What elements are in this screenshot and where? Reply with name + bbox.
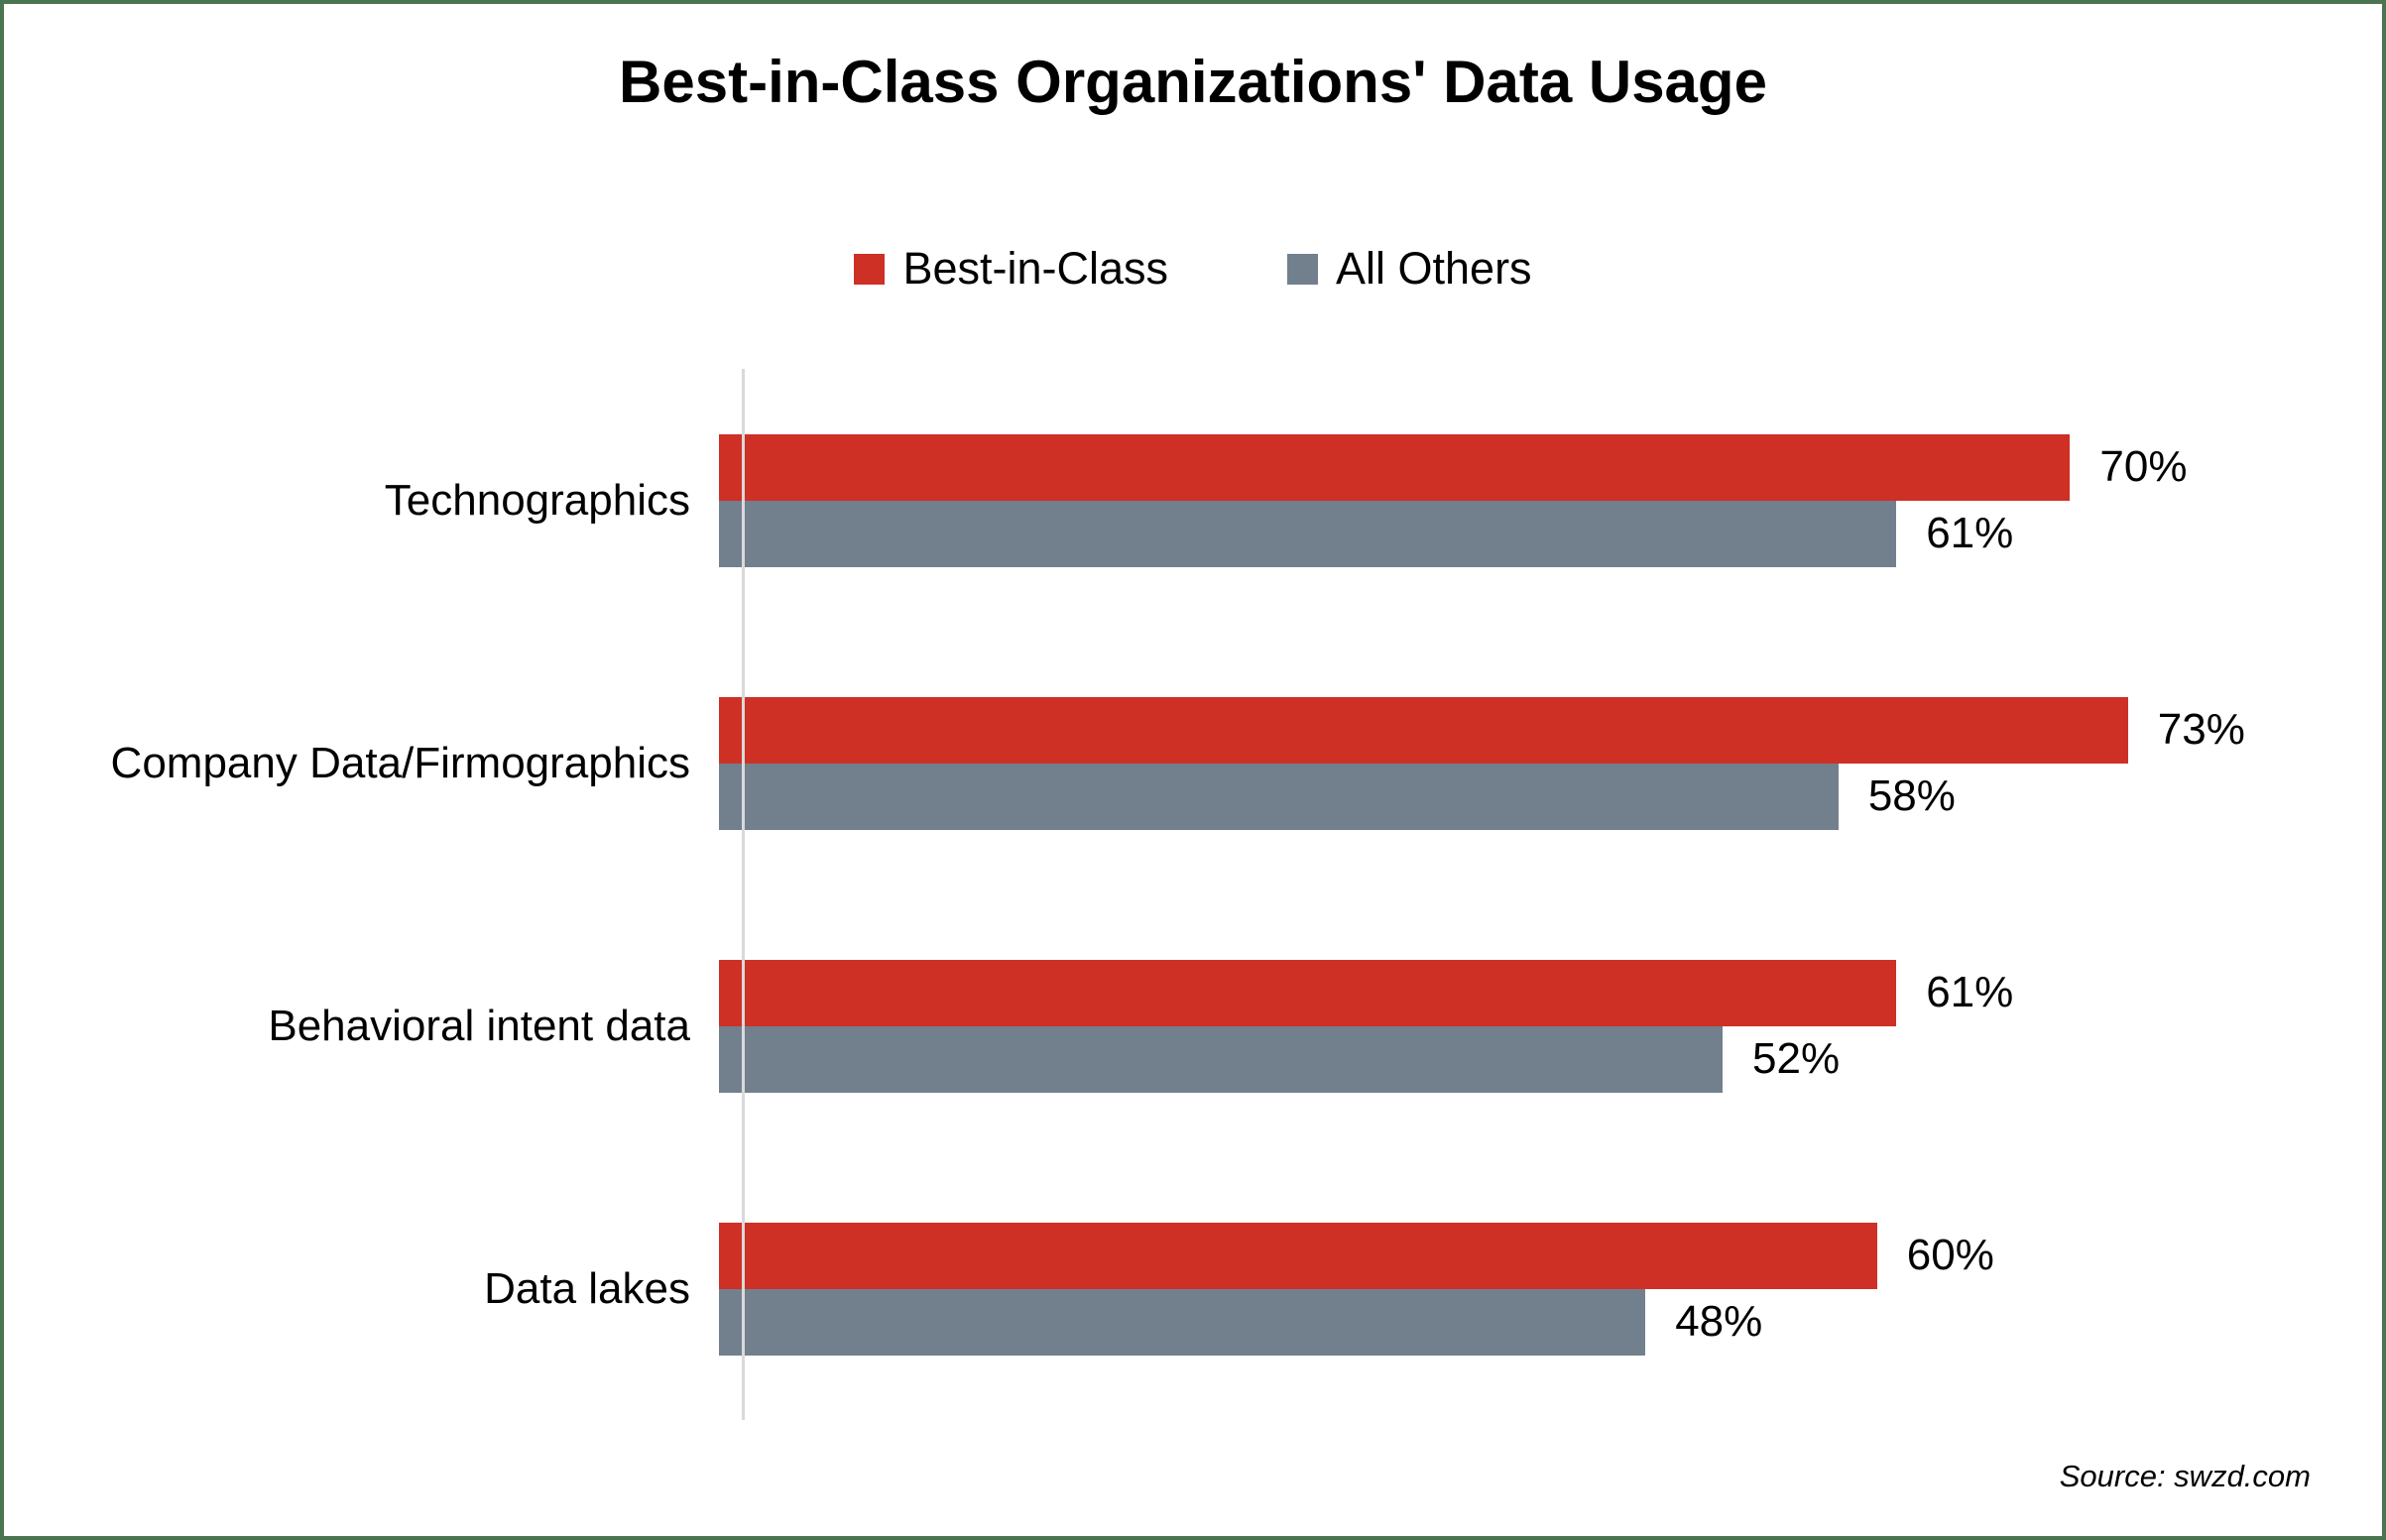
value-label: 52%	[1752, 1034, 1841, 1083]
bar-line: 61%	[719, 959, 2263, 1026]
bar-all-others	[719, 1025, 1724, 1093]
bar-line: 73%	[719, 696, 2263, 764]
legend-swatch-icon	[854, 253, 886, 285]
category-label: Technographics	[384, 475, 690, 525]
value-label: 60%	[1906, 1231, 1994, 1279]
category-label: Data lakes	[484, 1263, 690, 1313]
bar-all-others	[719, 763, 1839, 830]
value-label: 73%	[2157, 705, 2245, 754]
bar-line: 60%	[719, 1222, 2263, 1289]
bars-column: 70% 61%	[716, 369, 2263, 632]
bar-best-in-class	[719, 1222, 1877, 1289]
legend: Best-in-Class All Others	[4, 243, 2382, 295]
bar-line: 52%	[719, 1025, 2263, 1093]
bar-line: 70%	[719, 433, 2263, 501]
legend-item: Best-in-Class	[854, 243, 1168, 295]
bar-group: Technographics 70% 61%	[4, 369, 2382, 632]
value-label: 61%	[1926, 968, 2014, 1016]
bar-all-others	[719, 1288, 1646, 1356]
bars-column: 73% 58%	[716, 632, 2263, 894]
bar-all-others	[719, 500, 1897, 567]
legend-swatch-icon	[1287, 253, 1318, 285]
bars-column: 61% 52%	[716, 894, 2263, 1157]
bar-group: Behavioral intent data 61% 52%	[4, 894, 2382, 1157]
bar-group: Data lakes 60% 48%	[4, 1157, 2382, 1420]
bars-column: 60% 48%	[716, 1157, 2263, 1420]
bar-group: Company Data/Firmographics 73% 58%	[4, 632, 2382, 894]
bar-groups-container: Technographics 70% 61% Company Data/Firmogr…	[4, 369, 2382, 1420]
legend-label: All Others	[1336, 243, 1532, 294]
legend-label: Best-in-Class	[902, 243, 1168, 294]
category-label: Behavioral intent data	[268, 1001, 690, 1050]
chart-title: Best-in-Class Organizations' Data Usage	[619, 49, 1767, 115]
value-label: 61%	[1926, 509, 2014, 557]
plot-area: Technographics 70% 61% Company Data/Firmogr…	[4, 369, 2382, 1420]
value-label: 58%	[1867, 771, 1956, 820]
bar-line: 58%	[719, 763, 2263, 830]
y-axis-line	[742, 369, 745, 1420]
category-label: Company Data/Firmographics	[110, 738, 690, 787]
bar-line: 61%	[719, 500, 2263, 567]
legend-item: All Others	[1287, 243, 1532, 295]
bar-best-in-class	[719, 433, 2071, 501]
source-note: Source: swzd.com	[2059, 1459, 2311, 1493]
bar-line: 48%	[719, 1288, 2263, 1356]
bar-best-in-class	[719, 959, 1897, 1026]
value-label: 48%	[1675, 1297, 1763, 1346]
value-label: 70%	[2099, 442, 2188, 491]
bar-best-in-class	[719, 696, 2128, 764]
